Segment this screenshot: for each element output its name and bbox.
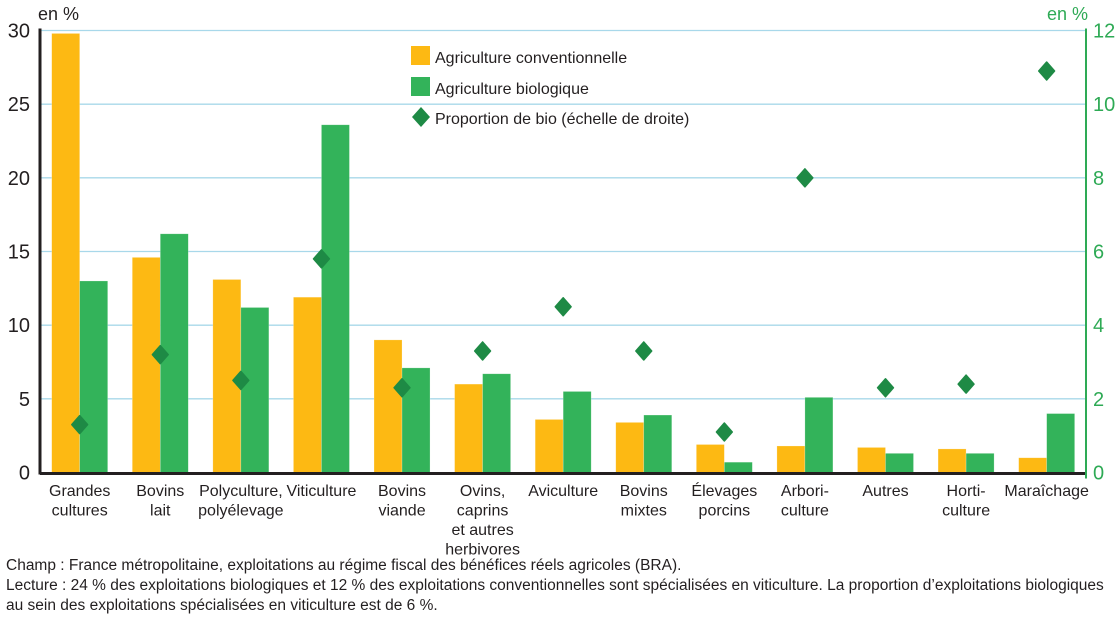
left-tick-label: 5 xyxy=(19,389,30,411)
category-label: Aviculture xyxy=(528,483,598,500)
right-tick-label: 2 xyxy=(1093,389,1104,411)
note-lecture: Lecture : 24 % des exploitations biologi… xyxy=(6,577,1104,614)
category-label: Bovins mixtes xyxy=(620,483,668,520)
proportion-diamond xyxy=(957,374,975,394)
bar-organic xyxy=(562,391,592,473)
category-label: Ovins, caprins et autres herbivores xyxy=(445,483,520,555)
proportion-diamond xyxy=(635,341,653,361)
proportion-diamond xyxy=(71,414,89,435)
category-label: Viticulture xyxy=(286,483,356,500)
right-tick-label: 12 xyxy=(1093,21,1115,43)
legend-label-organic: Agriculture biologique xyxy=(435,81,589,98)
left-tick-label: 25 xyxy=(8,94,30,116)
bar-conventional xyxy=(696,444,725,473)
bar-organic xyxy=(1046,413,1075,473)
proportion-diamond xyxy=(393,378,411,398)
bar-organic xyxy=(643,414,673,473)
right-tick-label: 10 xyxy=(1093,94,1115,116)
bar-organic xyxy=(79,280,108,473)
legend-swatch-organic xyxy=(411,77,430,96)
proportion-diamond xyxy=(554,297,572,317)
category-label: Bovins lait xyxy=(136,483,184,520)
proportion-diamond xyxy=(796,168,814,188)
note-champ: Champ : France métropolitaine, exploitat… xyxy=(6,557,682,574)
axes xyxy=(38,28,1087,479)
proportion-diamond xyxy=(151,344,169,365)
tick-labels: 0 5 10 15 20 25 30 0 2 4 6 8 10 12 xyxy=(8,21,1115,485)
category-label: Élevages porcins xyxy=(691,481,757,520)
legend-label-conventional: Agriculture conventionnelle xyxy=(435,50,627,67)
bar-conventional xyxy=(373,339,403,473)
right-tick-label: 8 xyxy=(1093,168,1104,190)
bar-organic xyxy=(804,397,834,473)
legend-label-proportion: Proportion de bio (échelle de droite) xyxy=(435,111,689,128)
right-tick-label: 0 xyxy=(1093,463,1104,485)
right-tick-label: 6 xyxy=(1093,242,1104,264)
bar-organic xyxy=(885,453,914,473)
bar-conventional xyxy=(293,296,322,473)
left-axis-unit-label: en % xyxy=(38,4,79,24)
bar-organic xyxy=(240,307,270,473)
bar-organic xyxy=(724,461,753,473)
category-labels: Grandes cultures Bovins lait Polyculture, pol… xyxy=(49,481,1089,555)
category-label: Autres xyxy=(862,483,908,500)
bar-organic xyxy=(482,373,511,473)
bar-conventional xyxy=(857,447,886,473)
category-label: Polyculture, polyélevage xyxy=(198,483,284,520)
legend: Agriculture conventionnelle Agriculture … xyxy=(411,46,689,128)
chart-notes: Champ : France métropolitaine, exploitat… xyxy=(6,556,1111,616)
bars xyxy=(51,33,1075,473)
category-label: Grandes cultures xyxy=(49,483,110,520)
left-tick-label: 0 xyxy=(19,463,30,485)
bar-conventional xyxy=(776,445,806,473)
bar-conventional xyxy=(454,383,483,473)
proportion-diamond xyxy=(312,249,331,269)
bar-conventional xyxy=(1018,457,1047,473)
left-tick-label: 20 xyxy=(8,168,30,190)
category-label: Horti-culture xyxy=(942,483,990,520)
right-axis-unit-label: en % xyxy=(1047,4,1088,24)
category-label: Bovins viande xyxy=(378,483,426,520)
bar-conventional xyxy=(51,33,81,473)
right-tick-label: 4 xyxy=(1093,315,1104,337)
proportion-diamond xyxy=(232,370,250,391)
proportion-diamond xyxy=(715,422,734,442)
category-label: Arbori-culture xyxy=(781,483,829,520)
proportion-diamond xyxy=(1037,61,1056,81)
bar-conventional xyxy=(937,448,967,473)
chart: 0 5 10 15 20 25 30 0 2 4 6 8 10 12 Grandes cultures Bov… xyxy=(8,4,1115,555)
proportion-diamond xyxy=(473,341,492,361)
bar-organic xyxy=(965,453,995,473)
left-tick-label: 10 xyxy=(8,315,30,337)
left-tick-label: 15 xyxy=(8,242,30,264)
bar-conventional xyxy=(131,257,161,473)
bar-conventional xyxy=(615,422,645,473)
legend-swatch-conventional xyxy=(411,46,430,65)
legend-diamond-icon xyxy=(412,107,430,127)
proportion-diamond xyxy=(876,378,895,398)
proportion-markers xyxy=(71,61,1056,442)
category-label: Maraîchage xyxy=(1004,483,1089,500)
bar-organic xyxy=(321,124,350,473)
bar-conventional xyxy=(534,419,564,473)
left-tick-label: 30 xyxy=(8,21,30,43)
